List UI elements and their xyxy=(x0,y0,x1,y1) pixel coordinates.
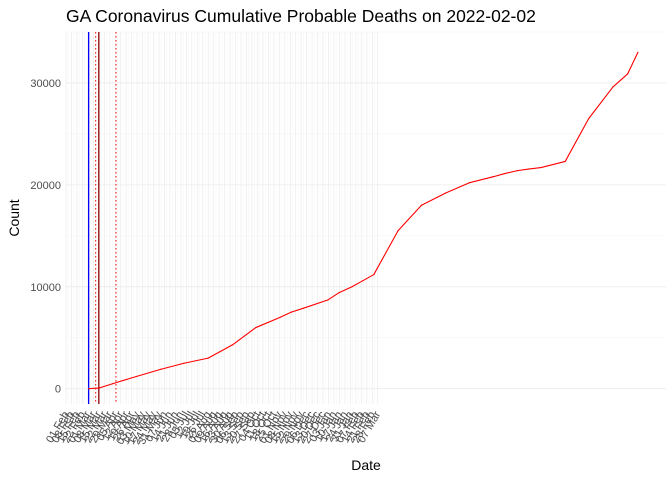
series-point xyxy=(420,204,423,206)
y-tick-label: 0 xyxy=(55,384,61,396)
series-point xyxy=(627,73,629,75)
series-point xyxy=(516,170,519,172)
series-point xyxy=(637,51,639,53)
series-point xyxy=(98,387,101,389)
series-point xyxy=(279,316,281,318)
series-point xyxy=(183,362,185,364)
series-point xyxy=(564,160,566,163)
series-point xyxy=(540,166,542,169)
y-axis-title: Count xyxy=(6,199,22,236)
chart-title: GA Coronavirus Cumulative Probable Death… xyxy=(66,6,536,26)
series-point xyxy=(397,230,399,232)
reference-lines xyxy=(88,32,117,404)
series-point xyxy=(445,192,447,194)
series-point xyxy=(231,344,234,346)
series-point xyxy=(159,368,162,370)
series-point xyxy=(338,292,340,294)
series-point xyxy=(88,388,90,390)
series-point xyxy=(527,168,530,170)
series-point xyxy=(373,273,375,276)
series-point xyxy=(112,383,114,385)
series-point xyxy=(468,182,470,184)
series-point xyxy=(351,286,353,288)
series-point xyxy=(207,357,209,359)
y-tick-label: 10000 xyxy=(30,282,61,294)
series-point xyxy=(588,118,590,120)
major-grid xyxy=(65,32,666,404)
series-point xyxy=(492,176,494,178)
minor-grid xyxy=(66,31,666,404)
y-axis-ticks: 0 10000 20000 30000 xyxy=(30,78,61,396)
series-point xyxy=(362,280,364,282)
x-axis-title: Date xyxy=(351,457,381,473)
y-tick-label: 30000 xyxy=(30,78,61,90)
series-point xyxy=(327,299,329,301)
series-layer xyxy=(88,51,639,390)
series-point xyxy=(302,307,305,309)
series-point xyxy=(135,375,137,378)
series-point xyxy=(290,311,292,313)
plot-panel xyxy=(66,32,666,404)
y-tick-label: 20000 xyxy=(30,180,61,192)
series-point xyxy=(255,326,257,329)
series-point xyxy=(612,86,614,88)
series-point xyxy=(503,173,505,175)
